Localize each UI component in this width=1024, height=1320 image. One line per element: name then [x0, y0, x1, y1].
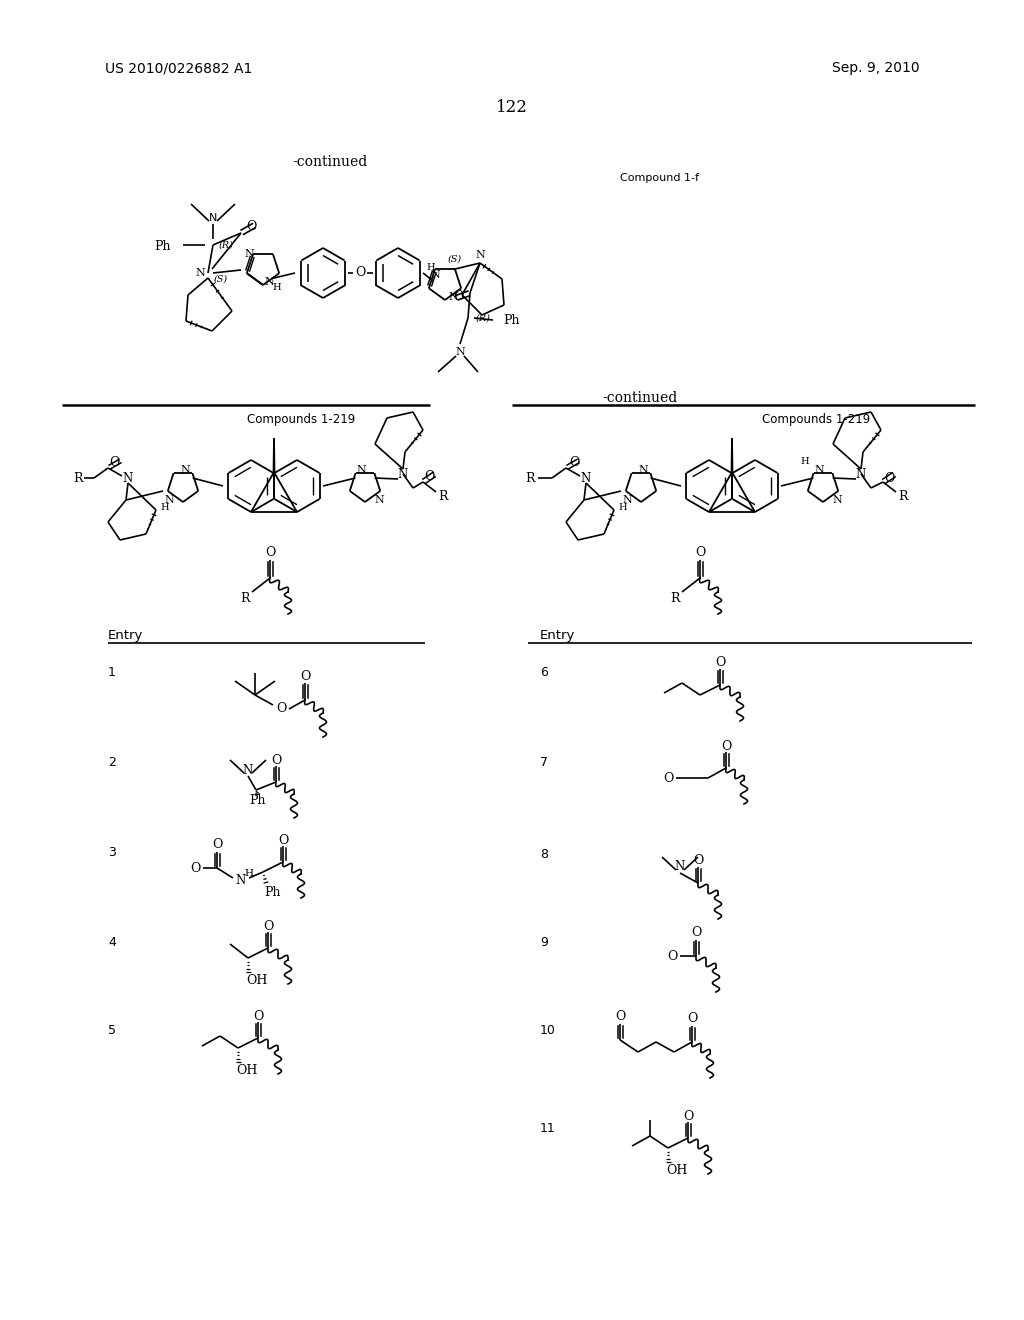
- Text: Compound 1-f: Compound 1-f: [620, 173, 699, 183]
- Text: O: O: [693, 854, 703, 867]
- Text: N: N: [180, 465, 189, 475]
- Text: 2: 2: [108, 755, 116, 768]
- Text: O: O: [687, 1012, 697, 1026]
- Text: H: H: [618, 503, 628, 512]
- Text: N: N: [164, 495, 174, 506]
- Text: 9: 9: [540, 936, 548, 949]
- Text: -continued: -continued: [293, 154, 368, 169]
- Text: O: O: [265, 546, 275, 560]
- Text: O: O: [568, 455, 580, 469]
- Text: N: N: [814, 465, 824, 475]
- Text: 5: 5: [108, 1023, 116, 1036]
- Text: O: O: [275, 702, 286, 715]
- Text: O: O: [453, 290, 463, 304]
- Text: O: O: [721, 739, 731, 752]
- Text: N: N: [243, 763, 253, 776]
- Text: N: N: [638, 465, 648, 475]
- Text: 6: 6: [540, 665, 548, 678]
- Text: N: N: [455, 347, 465, 356]
- Text: R: R: [241, 591, 250, 605]
- Text: N: N: [581, 471, 591, 484]
- Text: Ph: Ph: [503, 314, 519, 326]
- Text: O: O: [253, 1010, 263, 1023]
- Text: Ph: Ph: [155, 240, 171, 253]
- Text: R: R: [74, 471, 83, 484]
- Text: H: H: [801, 458, 809, 466]
- Text: N: N: [356, 465, 366, 475]
- Text: O: O: [246, 220, 256, 234]
- Text: N: N: [236, 874, 246, 887]
- Text: 8: 8: [540, 849, 548, 862]
- Text: Entry: Entry: [540, 628, 575, 642]
- Text: R: R: [671, 591, 680, 605]
- Text: (R): (R): [219, 240, 233, 249]
- Text: Entry: Entry: [108, 628, 143, 642]
- Text: O: O: [109, 455, 119, 469]
- Text: N: N: [475, 249, 485, 260]
- Text: O: O: [691, 927, 701, 940]
- Text: O: O: [212, 838, 222, 851]
- Text: Compounds 1-219: Compounds 1-219: [762, 413, 870, 426]
- Text: N: N: [244, 249, 254, 259]
- Text: O: O: [300, 671, 310, 684]
- Text: H: H: [245, 870, 254, 879]
- Text: OH: OH: [666, 1163, 687, 1176]
- Text: O: O: [884, 471, 894, 484]
- Text: N: N: [264, 277, 273, 286]
- Text: N: N: [209, 213, 217, 223]
- Text: OH: OH: [236, 1064, 257, 1077]
- Text: O: O: [663, 771, 673, 784]
- Text: R: R: [898, 490, 907, 503]
- Text: Ph: Ph: [250, 793, 266, 807]
- Text: N: N: [196, 268, 205, 279]
- Text: O: O: [614, 1011, 626, 1023]
- Text: 4: 4: [108, 936, 116, 949]
- Text: 3: 3: [108, 846, 116, 858]
- Text: H: H: [272, 284, 282, 293]
- Text: 10: 10: [540, 1023, 556, 1036]
- Text: O: O: [263, 920, 273, 932]
- Text: (R): (R): [476, 314, 490, 322]
- Text: O: O: [424, 470, 434, 483]
- Text: 11: 11: [540, 1122, 556, 1134]
- Text: O: O: [683, 1110, 693, 1122]
- Text: N: N: [623, 495, 632, 506]
- Text: -continued: -continued: [602, 391, 678, 405]
- Text: R: R: [525, 471, 535, 484]
- Text: (S): (S): [447, 255, 462, 264]
- Text: O: O: [695, 546, 706, 560]
- Text: (S): (S): [214, 275, 228, 284]
- Text: R: R: [438, 490, 447, 503]
- Text: H: H: [427, 263, 435, 272]
- Text: Ph: Ph: [265, 886, 282, 899]
- Text: N: N: [374, 495, 384, 506]
- Text: H: H: [161, 503, 169, 512]
- Text: N: N: [856, 467, 866, 480]
- Text: O: O: [189, 862, 200, 874]
- Text: N: N: [449, 292, 458, 302]
- Text: 7: 7: [540, 755, 548, 768]
- Text: N: N: [675, 861, 685, 874]
- Text: Compounds 1-219: Compounds 1-219: [247, 413, 355, 426]
- Text: OH: OH: [246, 974, 267, 986]
- Text: 122: 122: [496, 99, 528, 116]
- Text: Sep. 9, 2010: Sep. 9, 2010: [833, 61, 920, 75]
- Text: O: O: [715, 656, 725, 669]
- Text: N: N: [833, 495, 842, 506]
- Text: N: N: [430, 271, 440, 280]
- Text: O: O: [278, 833, 288, 846]
- Text: N: N: [123, 471, 133, 484]
- Text: 1: 1: [108, 665, 116, 678]
- Text: US 2010/0226882 A1: US 2010/0226882 A1: [105, 61, 252, 75]
- Text: O: O: [354, 267, 366, 280]
- Text: N: N: [398, 467, 409, 480]
- Text: O: O: [270, 754, 282, 767]
- Text: O: O: [667, 949, 677, 962]
